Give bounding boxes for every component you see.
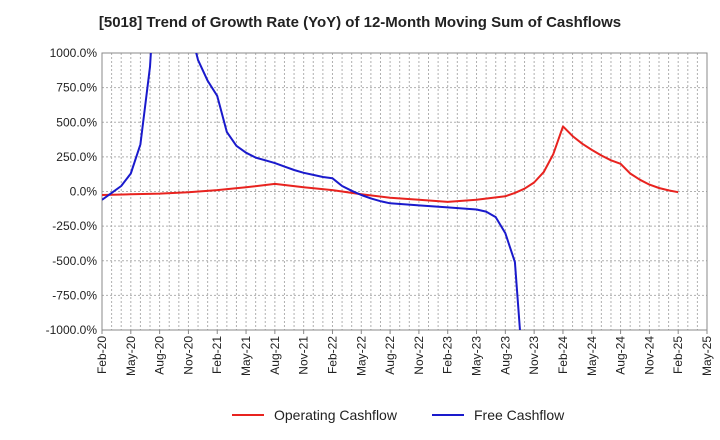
x-tick-label: May-25 xyxy=(700,336,714,376)
y-tick-label: -250.0% xyxy=(52,219,97,233)
legend-label: Free Cashflow xyxy=(474,407,565,423)
x-tick-label: May-24 xyxy=(585,336,599,376)
x-tick-label: Nov-24 xyxy=(642,336,656,375)
y-tick-label: 1000.0% xyxy=(50,46,98,60)
x-tick-label: Aug-22 xyxy=(383,336,397,375)
y-tick-label: 0.0% xyxy=(70,185,98,199)
y-tick-label: 500.0% xyxy=(56,115,97,129)
series-line-free-cashflow xyxy=(102,53,521,330)
y-tick-label: -500.0% xyxy=(52,254,97,268)
y-tick-label: 250.0% xyxy=(56,150,97,164)
chart-title: [5018] Trend of Growth Rate (YoY) of 12-… xyxy=(98,14,622,31)
x-tick-label: Aug-23 xyxy=(498,336,512,375)
x-tick-label: Nov-23 xyxy=(527,336,541,375)
legend-label: Operating Cashflow xyxy=(274,407,398,423)
y-tick-label: -750.0% xyxy=(52,288,97,302)
x-tick-label: Feb-25 xyxy=(671,336,685,374)
x-tick-label: Aug-20 xyxy=(153,336,167,375)
x-tick-label: Feb-20 xyxy=(95,336,109,374)
legend: Operating Cashflow Free Cashflow xyxy=(232,407,565,423)
axes: 1000.0% 750.0% 500.0% 250.0% 0.0% -250.0% -500… xyxy=(46,46,714,376)
x-tick-label: Feb-21 xyxy=(210,336,224,374)
y-tick-label: -1000.0% xyxy=(46,323,98,337)
y-tick-label: 750.0% xyxy=(56,81,97,95)
series-group xyxy=(102,53,679,330)
x-tick-label: Aug-21 xyxy=(268,336,282,375)
x-tick-label: May-22 xyxy=(354,336,368,376)
x-tick-label: Feb-23 xyxy=(441,336,455,374)
plot-border xyxy=(101,52,708,331)
x-tick-label: Feb-24 xyxy=(556,336,570,374)
x-tick-label: Aug-24 xyxy=(614,336,628,375)
x-tick-label: May-20 xyxy=(124,336,138,376)
x-tick-label: Nov-20 xyxy=(181,336,195,375)
series-line-operating-cashflow xyxy=(102,125,679,203)
x-tick-label: Nov-21 xyxy=(297,336,311,375)
x-tick-label: May-23 xyxy=(470,336,484,376)
x-tick-label: Feb-22 xyxy=(325,336,339,374)
x-tick-label: Nov-22 xyxy=(412,336,426,375)
x-tick-label: May-21 xyxy=(239,336,253,376)
